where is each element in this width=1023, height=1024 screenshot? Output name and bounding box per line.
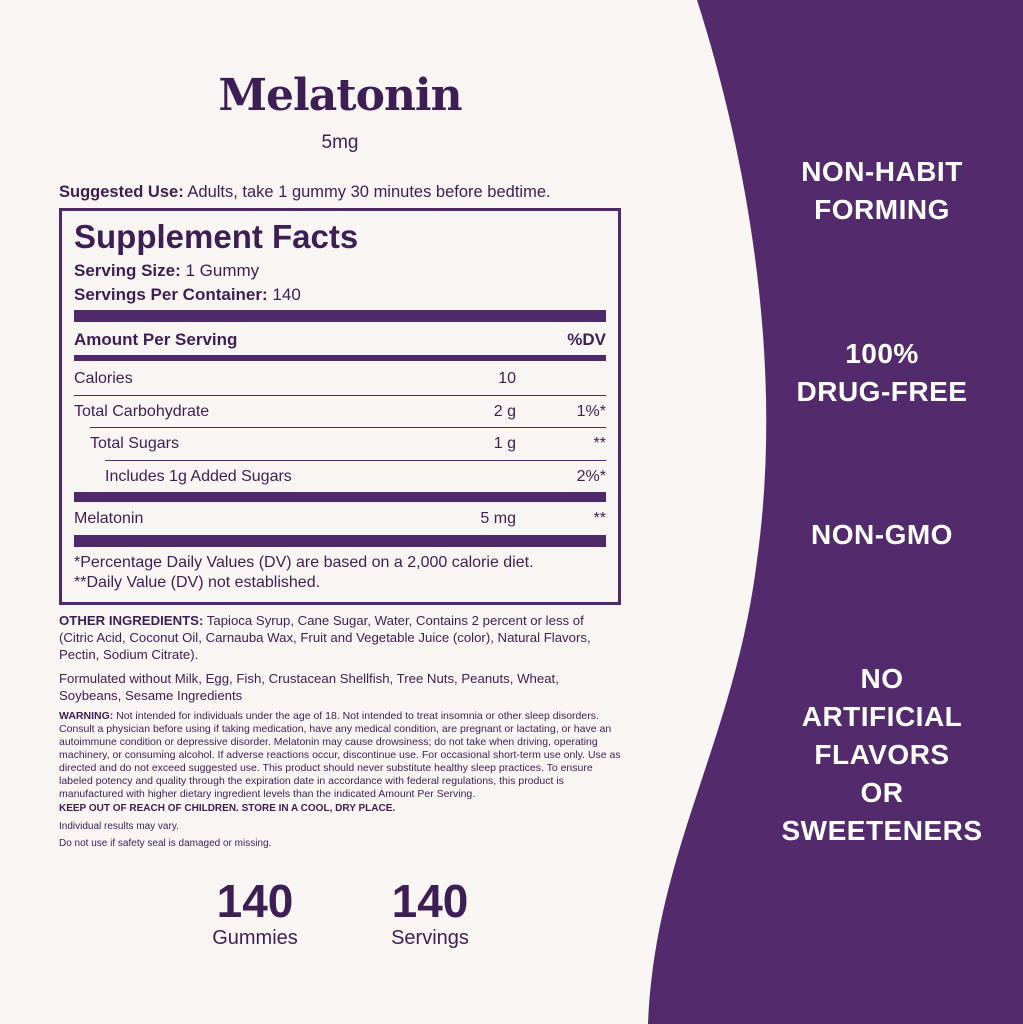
keep-out: KEEP OUT OF REACH OF CHILDREN. STORE IN …: [59, 803, 396, 814]
row: Total Carbohydrate 2 g 1%*: [74, 400, 606, 424]
amount: 10: [498, 370, 516, 387]
facts-title: Supplement Facts: [74, 218, 359, 255]
count-label: Servings: [391, 927, 469, 949]
label: Servings Per Container:: [74, 285, 268, 304]
thick-rule: [74, 492, 606, 502]
claim-line: NON-GMO: [811, 519, 953, 550]
product-dose: 5mg: [321, 132, 359, 153]
text: Adults, take 1 gummy 30 minutes before b…: [187, 183, 551, 201]
rule: [74, 395, 606, 396]
label: OTHER INGREDIENTS:: [59, 613, 204, 628]
wave-shape: [648, 0, 1023, 1024]
row: Includes 1g Added Sugars 2%*: [74, 465, 606, 489]
count-label: Gummies: [212, 927, 298, 949]
value: 1 Gummy: [185, 261, 260, 280]
amount-header: Amount Per Serving: [74, 330, 238, 349]
thick-rule: [74, 310, 606, 322]
amount: 1 g: [493, 435, 516, 452]
name: Includes 1g Added Sugars: [105, 468, 292, 485]
servings-per-container: Servings Per Container: 140: [74, 285, 301, 305]
name: Melatonin: [74, 510, 144, 527]
dv-header: %DV: [567, 330, 606, 349]
value: 140: [272, 285, 301, 304]
dv: **: [593, 510, 606, 527]
seal: Do not use if safety seal is damaged or …: [59, 838, 272, 849]
label: Suggested Use:: [59, 183, 184, 201]
header-row: Amount Per Serving %DV: [74, 328, 606, 352]
name: Calories: [74, 370, 133, 387]
amount: 5 mg: [480, 510, 516, 527]
facts-box: [59, 208, 621, 605]
text: Tapioca Syrup, Cane Sugar, Water, Contai…: [59, 613, 591, 662]
count-number: 140: [216, 875, 294, 927]
claim-line: NO: [860, 663, 904, 694]
claim-line: DRUG-FREE: [796, 376, 968, 407]
footnote: *Percentage Daily Values (DV) are based …: [74, 554, 534, 571]
label: Serving Size:: [74, 261, 181, 280]
other-ingredients: OTHER INGREDIENTS: Tapioca Syrup, Cane S…: [59, 612, 621, 663]
claim-line: 100%: [845, 338, 919, 369]
claim-line: NON-HABIT: [801, 156, 963, 187]
claim-line: FLAVORS: [814, 739, 950, 770]
dv: 1%*: [576, 403, 606, 420]
name: Total Carbohydrate: [74, 403, 210, 420]
warning: WARNING: Not intended for individuals un…: [59, 710, 621, 801]
rule: [74, 355, 606, 361]
label: WARNING:: [59, 710, 114, 722]
claim: NON-HABIT FORMING: [740, 153, 1023, 229]
rule: [90, 427, 606, 428]
claim: NO ARTIFICIAL FLAVORS OR SWEETENERS: [740, 660, 1023, 850]
suggested-use: Suggested Use: Adults, take 1 gummy 30 m…: [59, 183, 551, 202]
row: Calories 10: [74, 367, 606, 391]
dv: 2%*: [576, 468, 606, 485]
claim: 100% DRUG-FREE: [740, 335, 1023, 411]
rule: [105, 460, 606, 461]
claim-line: FORMING: [814, 194, 950, 225]
claim-line: ARTIFICIAL: [801, 701, 963, 732]
allergens: Formulated without Milk, Egg, Fish, Crus…: [59, 671, 559, 703]
footnote: **Daily Value (DV) not established.: [74, 574, 321, 591]
serving-size: Serving Size: 1 Gummy: [74, 261, 259, 281]
dv: **: [593, 435, 606, 452]
claim-line: SWEETENERS: [781, 815, 983, 846]
claim: NON-GMO: [740, 516, 1023, 554]
text: Not intended for individuals under the a…: [59, 710, 621, 800]
name: Total Sugars: [90, 435, 179, 452]
count-number: 140: [391, 875, 469, 927]
thick-rule: [74, 535, 606, 547]
row: Total Sugars 1 g **: [74, 432, 606, 456]
results: Individual results may vary.: [59, 821, 179, 832]
row: Melatonin 5 mg **: [74, 507, 606, 531]
claim-line: OR: [860, 777, 904, 808]
amount: 2 g: [493, 403, 516, 420]
product-title: Melatonin: [218, 70, 462, 121]
